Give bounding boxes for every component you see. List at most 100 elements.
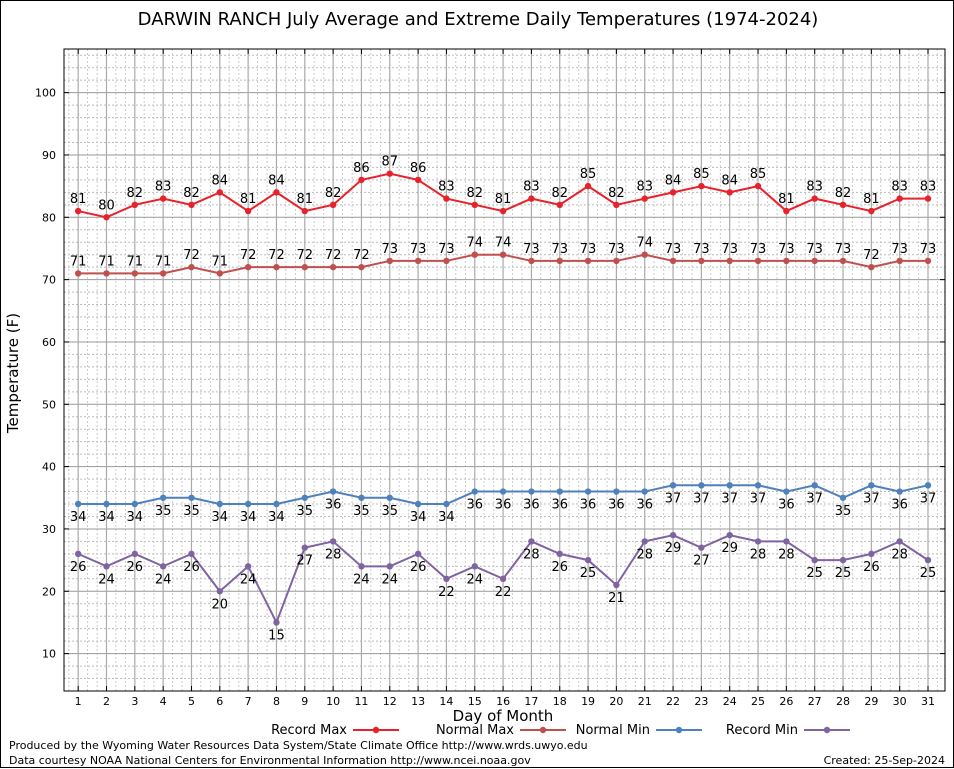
record-min-point [613,581,620,589]
normal-max-point [528,257,535,265]
record-max-point [386,170,393,177]
record-min-data-label: 25 [580,566,597,581]
y-tick-label: 60 [42,336,56,349]
normal-max-data-label: 73 [438,242,455,257]
record-min-point [159,563,167,570]
y-tick-label: 50 [42,398,56,411]
record-max-point [499,207,507,215]
record-max-data-label: 83 [155,180,172,195]
record-min-data-label: 25 [835,566,852,581]
record-min-data-label: 25 [920,566,937,581]
normal-min-point [216,500,224,508]
legend-marker-record-min [823,726,831,734]
normal-max-point [244,263,252,271]
record-min-point [103,563,110,570]
record-max-point [74,207,82,215]
record-max-data-label: 81 [863,192,880,207]
record-min-data-label: 28 [778,547,795,562]
record-max-point [329,201,337,209]
normal-min-data-label: 34 [240,510,257,525]
record-min-point [414,550,422,558]
normal-max-point [499,251,507,258]
x-tick-label: 30 [893,695,907,708]
record-min-point [698,544,705,551]
normal-max-point [839,257,847,265]
normal-max-data-label: 73 [750,242,767,257]
record-max-point [641,195,648,202]
record-min-point [499,575,507,583]
x-tick-label: 29 [864,695,878,708]
normal-max-data-label: 72 [353,248,370,263]
x-tick-label: 8 [273,695,280,708]
normal-max-point [159,270,167,277]
credit-line-2: Data courtesy NOAA National Centers for … [9,754,531,767]
normal-max-point [414,257,422,265]
x-tick-label: 11 [354,695,368,708]
y-tick-label: 80 [42,211,56,224]
record-max-data-label: 82 [608,186,625,201]
record-max-point [783,207,790,215]
normal-min-data-label: 36 [495,498,512,513]
normal-max-data-label: 73 [778,242,795,257]
normal-max-point [584,257,592,265]
legend-marker-record-max [372,726,380,734]
record-max-data-label: 82 [127,186,144,201]
record-min-point [839,556,847,564]
normal-max-point [188,263,195,271]
record-min-data-label: 15 [268,628,285,643]
normal-max-point [669,257,677,265]
record-min-data-label: 28 [636,547,653,562]
normal-max-point [641,251,648,258]
y-tick-label: 100 [35,87,56,100]
normal-max-data-label: 73 [580,242,597,257]
normal-min-data-label: 36 [778,498,795,513]
normal-min-data-label: 37 [806,491,823,506]
normal-max-data-label: 73 [891,242,908,257]
normal-min-point [896,488,903,495]
record-max-data-label: 81 [70,192,87,207]
record-min-data-label: 28 [325,547,342,562]
normal-max-point [471,251,478,258]
record-min-data-label: 24 [240,572,257,587]
record-min-data-label: 26 [410,560,427,575]
record-max-point [754,182,762,190]
normal-min-data-label: 34 [268,510,285,525]
record-min-point [244,563,252,570]
x-tick-label: 25 [751,695,765,708]
legend-marker-normal-min [675,726,683,734]
normal-min-data-label: 34 [70,510,87,525]
record-max-data-label: 81 [495,192,512,207]
normal-min-data-label: 37 [920,491,937,506]
normal-min-data-label: 36 [325,498,342,513]
record-min-data-label: 22 [495,585,512,600]
normal-min-data-label: 36 [523,498,540,513]
normal-min-data-label: 37 [721,491,738,506]
normal-min-data-label: 34 [410,510,427,525]
record-min-data-label: 22 [438,585,455,600]
x-tick-label: 3 [131,695,138,708]
record-max-data-label: 84 [268,173,285,188]
normal-min-point [244,500,252,508]
record-min-data-label: 27 [297,554,314,569]
normal-min-data-label: 34 [212,510,229,525]
normal-min-data-label: 36 [891,498,908,513]
x-tick-label: 1 [75,695,82,708]
normal-min-data-label: 36 [636,498,653,513]
record-min-data-label: 29 [665,541,682,556]
normal-min-point [584,488,592,495]
record-max-point [584,182,592,190]
record-min-data-label: 21 [608,591,625,606]
normal-max-point [273,263,280,271]
normal-max-point [754,257,762,265]
y-tick-label: 70 [42,274,56,287]
normal-min-data-label: 37 [863,491,880,506]
y-tick-label: 10 [42,648,56,661]
normal-max-point [103,270,110,277]
record-min-point [584,556,592,564]
record-max-point [131,201,139,209]
normal-min-data-label: 35 [155,504,172,519]
normal-max-data-label: 72 [297,248,314,263]
normal-min-point [471,488,478,495]
normal-max-data-label: 73 [693,242,710,257]
record-min-data-label: 24 [381,572,398,587]
